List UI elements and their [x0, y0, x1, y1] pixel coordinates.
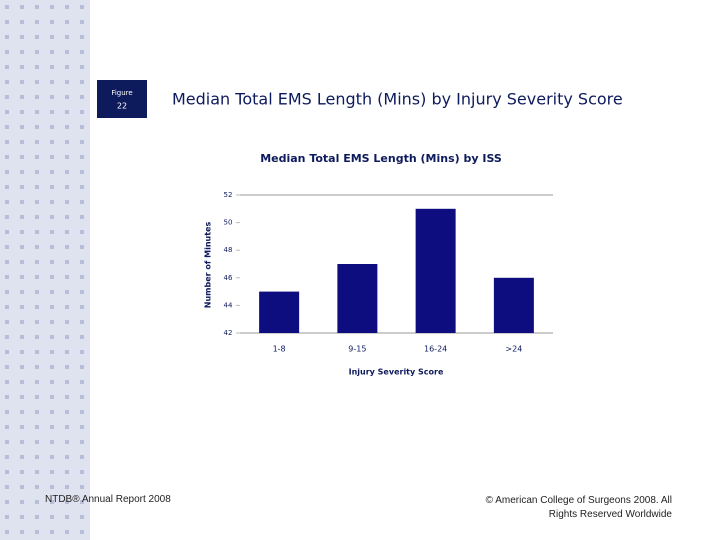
y-tick-label: 48 [224, 246, 233, 254]
bar [337, 264, 378, 333]
y-tick-label: 46 [224, 274, 233, 282]
bar [415, 208, 456, 333]
x-axis-label: Injury Severity Score [349, 368, 444, 377]
x-tick-label: 9-15 [348, 345, 366, 354]
figure-box [97, 80, 147, 118]
x-tick-label: 1-8 [273, 345, 286, 354]
x-tick-label: >24 [505, 345, 522, 354]
footer-left: NTDB® Annual Report 2008 [45, 494, 171, 505]
heading: Median Total EMS Length (Mins) by Injury… [172, 90, 623, 109]
y-tick-label: 50 [224, 219, 233, 227]
y-tick-label: 44 [224, 301, 233, 309]
bar [493, 277, 534, 333]
y-tick-label: 42 [224, 329, 233, 337]
footer-right: © American College of Surgeons 2008. All… [485, 495, 672, 520]
chart-title: Median Total EMS Length (Mins) by ISS [260, 152, 502, 165]
y-tick-label: 52 [224, 191, 233, 199]
figure-number: 22 [117, 102, 127, 111]
y-axis-label: Number of Minutes [204, 222, 213, 309]
sidebar [0, 0, 90, 540]
figure-label: Figure [111, 89, 132, 97]
x-tick-label: 16-24 [424, 345, 447, 354]
bar [259, 291, 300, 333]
